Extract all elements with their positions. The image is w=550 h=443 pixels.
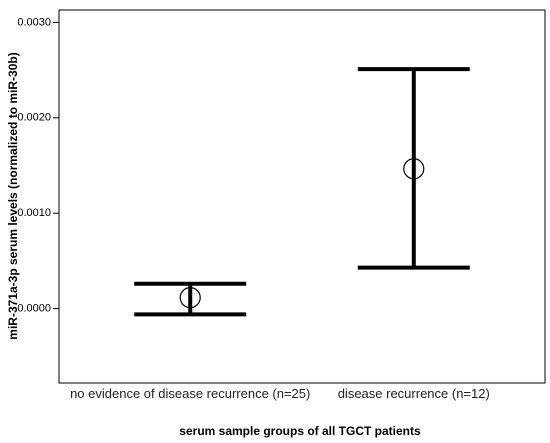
- mean-marker: [179, 287, 201, 309]
- y-tick-label: 0.0020: [17, 112, 51, 124]
- x-axis-label: serum sample groups of all TGCT patients: [179, 424, 421, 438]
- y-tick-label: 0.0010: [17, 207, 51, 219]
- plot-frame: [58, 9, 546, 384]
- x-tick-label: disease recurrence (n=12): [337, 386, 490, 401]
- x-tick-label: no evidence of disease recurrence (n=25): [70, 386, 311, 401]
- mean-marker: [403, 158, 425, 180]
- y-tick-label: 0.0030: [17, 16, 51, 28]
- y-tick-label: 0.0000: [17, 302, 51, 314]
- y-axis-label: miR-371a-3p serum levels (normalized to …: [6, 52, 20, 339]
